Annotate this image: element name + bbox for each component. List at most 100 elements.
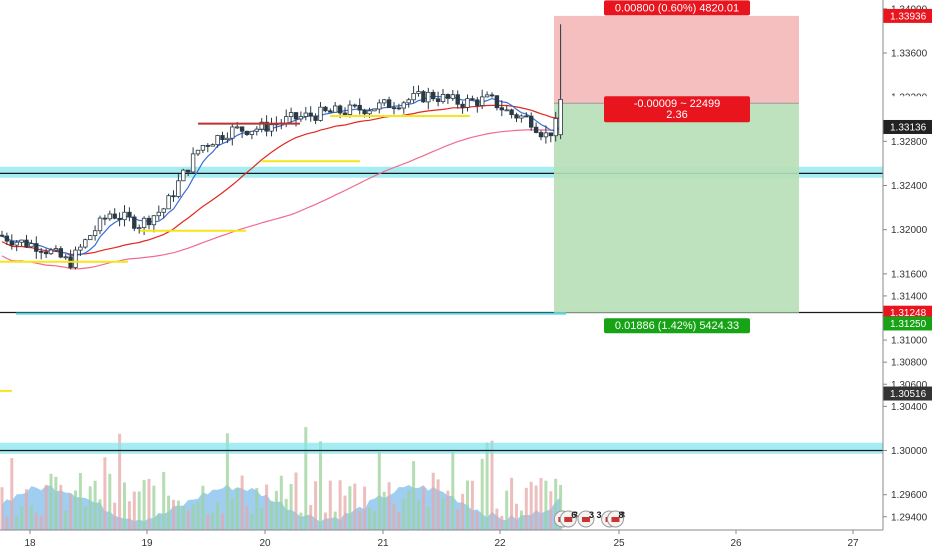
candle-body <box>215 135 220 146</box>
volume-bar <box>206 513 210 530</box>
volume-bar <box>250 513 254 530</box>
volume-bar <box>500 515 504 530</box>
volume-bar <box>142 480 146 530</box>
target-label-text: 0.00800 (0.60%) 4820.01 <box>615 2 739 14</box>
candle-body <box>132 216 137 229</box>
volume-bar <box>93 480 97 530</box>
volume-bar <box>421 487 425 530</box>
candle-body <box>53 248 59 251</box>
volume-bar <box>196 501 200 530</box>
price-tick-label: 1.29600 <box>891 490 928 501</box>
candle-body <box>332 105 338 113</box>
candle-body <box>396 107 402 110</box>
time-tick-label: 25 <box>613 538 625 549</box>
candle-body <box>499 107 504 111</box>
volume-bar <box>554 478 558 530</box>
time-tick-label: 21 <box>377 538 389 549</box>
candle-body <box>313 115 318 121</box>
candle-body <box>88 235 93 241</box>
volume-bar <box>485 442 489 530</box>
events-layer[interactable]: 3 363 32 38 <box>553 510 625 528</box>
volume-bar <box>559 484 563 530</box>
price-tag-label: 1.31248 <box>890 308 927 319</box>
price-tick-label: 1.31600 <box>891 269 928 280</box>
volume-bar <box>539 478 543 530</box>
candle-body <box>421 91 426 103</box>
candle-body <box>92 230 98 237</box>
candle-body <box>411 93 416 101</box>
volume-bar <box>147 478 151 530</box>
candle-body <box>230 126 235 139</box>
volume-bar <box>470 480 474 530</box>
volume-bar <box>549 491 553 530</box>
volume-bar <box>211 512 215 530</box>
volume-bar <box>456 509 460 530</box>
candle-body <box>367 110 372 115</box>
volume-bar <box>402 498 406 530</box>
volume-bar <box>69 494 73 530</box>
volume-bar <box>181 505 185 530</box>
candle-body <box>514 114 519 119</box>
candle-body <box>460 103 465 108</box>
event-label: 8 <box>618 510 623 520</box>
price-axis[interactable]: 1.340001.336001.332001.328001.324001.320… <box>882 0 928 530</box>
candle-body <box>391 107 397 110</box>
candle-body <box>426 91 431 103</box>
volume-bar <box>304 427 308 530</box>
candle-body <box>205 145 210 147</box>
candle-body <box>455 94 460 105</box>
time-tick-label: 26 <box>730 538 742 549</box>
volume-bar <box>255 488 259 530</box>
target-label-box <box>604 0 750 16</box>
support-zone <box>0 442 883 454</box>
candle-body <box>0 234 5 237</box>
volume-bar <box>338 480 342 530</box>
volume-bar <box>446 490 450 530</box>
candle-body <box>254 128 259 132</box>
volume-bar <box>98 499 102 530</box>
volume-bar <box>44 484 48 530</box>
candle-body <box>151 215 157 226</box>
volume-bar <box>348 486 352 530</box>
volume-bar <box>519 510 523 530</box>
volume-bar <box>245 505 249 530</box>
volume-bar <box>240 475 244 530</box>
price-tag-label: 1.33136 <box>890 122 927 133</box>
volume-bar <box>123 482 126 530</box>
candle-body <box>97 217 103 232</box>
candle-body <box>293 112 299 120</box>
candle-body <box>127 211 132 218</box>
candle-body <box>264 121 269 132</box>
time-axis[interactable]: 18 19 20 21 22 25 26 27 <box>0 529 883 549</box>
candle-body <box>181 169 186 182</box>
candle-body <box>538 132 544 138</box>
candle-body <box>234 126 240 129</box>
volume-bar <box>412 461 416 530</box>
candle-body <box>171 195 176 198</box>
volume-bar <box>294 472 298 530</box>
volume-bar <box>78 472 82 530</box>
candle-body <box>489 94 495 97</box>
volume-bar <box>392 503 396 530</box>
volume-bar <box>397 511 401 530</box>
price-tag-label: 1.33936 <box>890 11 927 22</box>
time-tick-label: 18 <box>24 538 36 549</box>
ma-slow-line <box>1 128 561 270</box>
volume-layer <box>0 427 563 530</box>
volume-bar <box>466 480 469 530</box>
volume-bar <box>83 506 87 530</box>
volume-bar <box>529 481 533 530</box>
volume-bar <box>230 498 234 530</box>
candle-body <box>220 135 225 141</box>
candle-body <box>83 239 88 248</box>
position-layer[interactable] <box>554 15 799 313</box>
candle-body <box>479 96 485 106</box>
candle-body <box>377 102 382 110</box>
candle-body <box>58 248 63 258</box>
volume-bar <box>544 480 548 530</box>
candle-body <box>146 217 152 226</box>
candle-body <box>372 108 377 112</box>
volume-bar <box>0 487 4 530</box>
candle-body <box>445 94 451 99</box>
